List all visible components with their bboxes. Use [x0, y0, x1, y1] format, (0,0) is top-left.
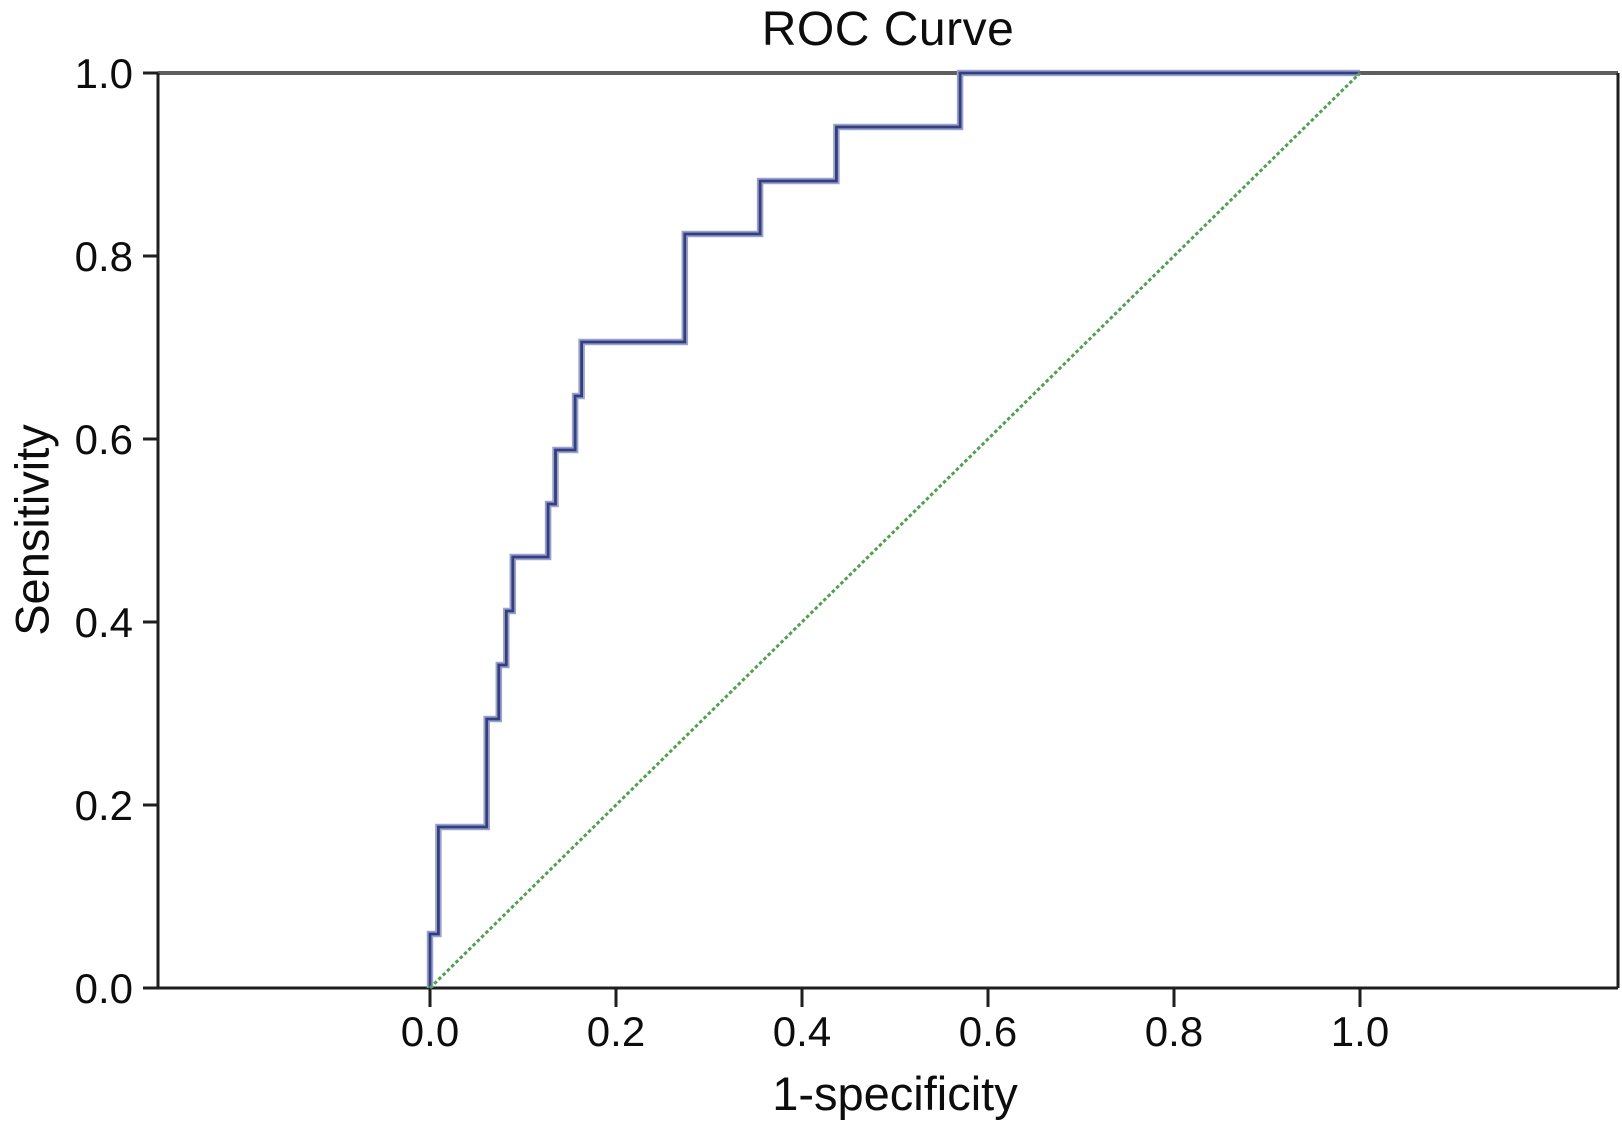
roc-curve-halo-line — [426, 69, 1360, 988]
y-axis-title: Sensitivity — [5, 424, 59, 636]
y-axis-tick-label: 0.8 — [75, 233, 133, 280]
y-axis-tick-label: 0.6 — [75, 416, 133, 463]
x-axis-tick-label: 0.2 — [587, 1008, 645, 1055]
x-axis-tick-label: 0.0 — [401, 1008, 459, 1055]
y-axis-tick-label: 1.0 — [75, 50, 133, 97]
chance-diagonal-line — [428, 71, 1362, 990]
y-axis-tick-label: 0.4 — [75, 599, 133, 646]
roc-curve-line — [428, 71, 1360, 988]
x-axis-tick-label: 0.4 — [773, 1008, 831, 1055]
y-axis-tick-label: 0.0 — [75, 965, 133, 1012]
x-axis-tick-label: 0.8 — [1145, 1008, 1203, 1055]
x-axis-title: 1-specificity — [772, 1067, 1018, 1120]
x-axis-tick-label: 1.0 — [1331, 1008, 1389, 1055]
y-axis-tick-label: 0.2 — [75, 782, 133, 829]
chart-title: ROC Curve — [761, 3, 1015, 56]
x-axis-tick-label: 0.6 — [959, 1008, 1017, 1055]
